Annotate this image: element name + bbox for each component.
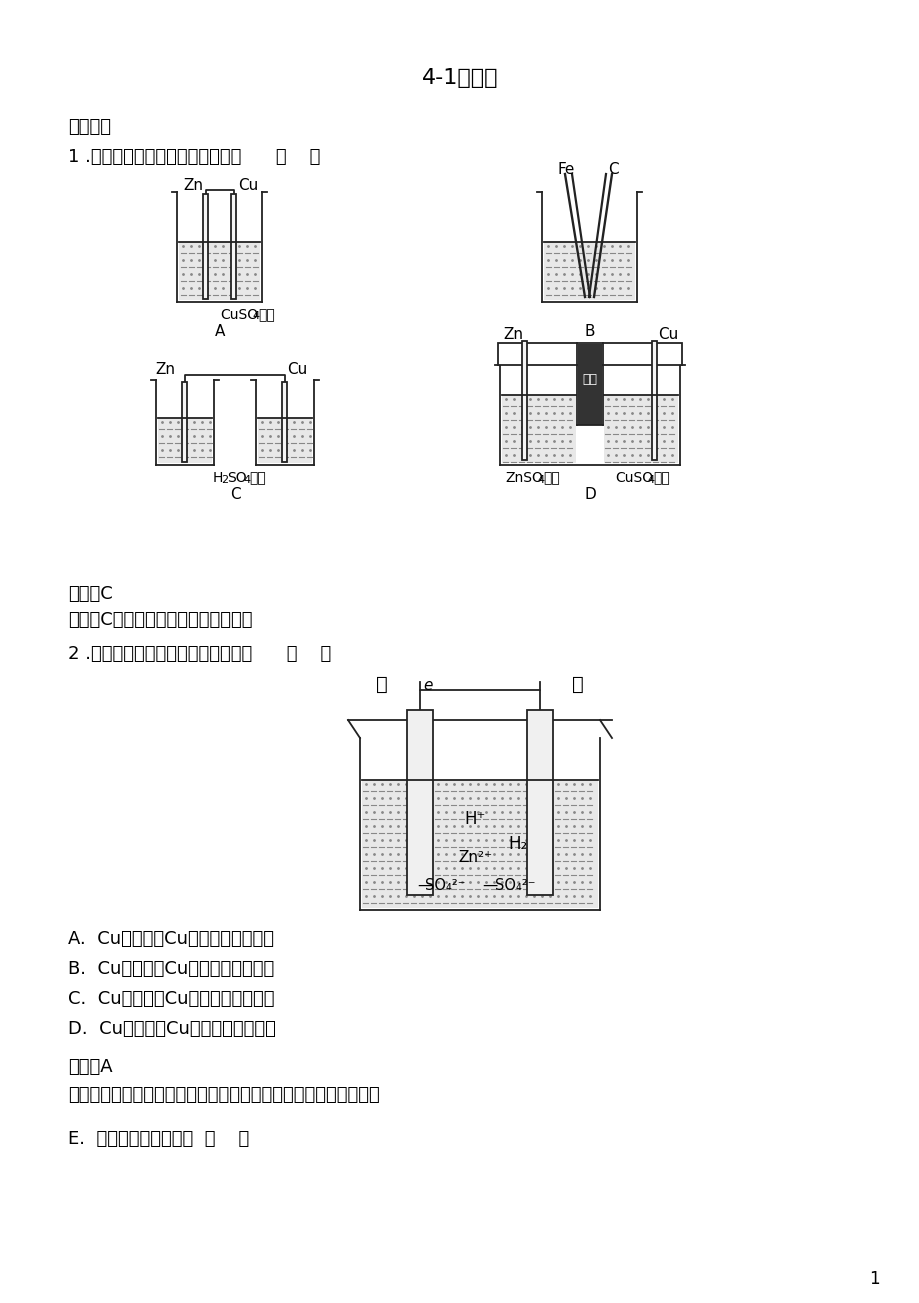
- Text: E.  下列叙述中正确的是  （    ）: E. 下列叙述中正确的是 （ ）: [68, 1130, 249, 1148]
- Bar: [257, 418, 312, 463]
- Text: —: —: [417, 877, 432, 893]
- Text: Zn²⁺: Zn²⁺: [458, 850, 492, 865]
- Text: 1 .下列装置不可以组成原电池的是      （    ）: 1 .下列装置不可以组成原电池的是 （ ）: [68, 149, 320, 165]
- Text: CuSO: CuSO: [614, 470, 652, 485]
- Bar: [497, 343, 681, 365]
- Text: 溶液: 溶液: [542, 470, 559, 485]
- Text: 4: 4: [252, 311, 259, 321]
- Text: 锌: 锌: [376, 675, 388, 694]
- Bar: [502, 395, 575, 463]
- Text: e: e: [423, 678, 432, 693]
- Bar: [179, 241, 260, 300]
- Text: SO₄²⁻: SO₄²⁻: [425, 877, 465, 893]
- Text: A: A: [214, 324, 225, 339]
- Text: 点拨：原电池中活泼性较差的一极作正极，正极上发生还原反应。: 点拨：原电池中活泼性较差的一极作正极，正极上发生还原反应。: [68, 1085, 380, 1104]
- Text: Zn: Zn: [503, 327, 522, 341]
- Text: A.  Cu为正极，Cu片上发生还原反应: A. Cu为正极，Cu片上发生还原反应: [68, 930, 274, 949]
- Text: 溶液: 溶液: [257, 308, 275, 322]
- Text: 4: 4: [646, 476, 653, 485]
- Text: 盐桥: 盐桥: [582, 374, 596, 387]
- Text: H₂: H₂: [508, 835, 528, 853]
- Text: C: C: [230, 487, 240, 502]
- Text: SO: SO: [227, 470, 246, 485]
- Text: 2 .如图所示装置，下列说法正确的是      （    ）: 2 .如图所示装置，下列说法正确的是 （ ）: [68, 645, 331, 663]
- Text: H⁺: H⁺: [464, 810, 485, 827]
- Text: B: B: [584, 324, 595, 339]
- Bar: [282, 382, 287, 463]
- Text: 溶液: 溶液: [652, 470, 669, 485]
- Text: 4: 4: [243, 476, 250, 485]
- Bar: [578, 344, 601, 425]
- Text: Cu: Cu: [657, 327, 677, 341]
- Text: 、选择题: 、选择题: [68, 119, 111, 136]
- Text: 1: 1: [868, 1270, 879, 1287]
- Text: ZnSO: ZnSO: [505, 470, 542, 485]
- Text: D.  Cu为负极，Cu片上发生氧化反应: D. Cu为负极，Cu片上发生氧化反应: [68, 1020, 276, 1038]
- Text: 4-1原电池: 4-1原电池: [421, 68, 498, 89]
- Bar: [158, 418, 211, 463]
- Text: Cu: Cu: [238, 179, 258, 193]
- Text: Zn: Zn: [154, 362, 175, 377]
- Bar: [522, 341, 527, 460]
- Text: D: D: [584, 487, 596, 502]
- Bar: [527, 710, 552, 895]
- Bar: [544, 241, 635, 300]
- Text: 4: 4: [537, 476, 543, 485]
- Bar: [203, 194, 209, 298]
- Text: Cu: Cu: [287, 362, 307, 377]
- Text: 答案：C: 答案：C: [68, 585, 113, 603]
- Bar: [232, 194, 236, 298]
- Bar: [182, 382, 187, 463]
- Text: 点拨：C中的装置不能形成闭合回路。: 点拨：C中的装置不能形成闭合回路。: [68, 611, 252, 629]
- Text: C.  Cu为负极，Cu片上发生还原反应: C. Cu为负极，Cu片上发生还原反应: [68, 990, 274, 1009]
- Text: 铜: 铜: [572, 675, 584, 694]
- Bar: [406, 710, 433, 895]
- Text: H: H: [213, 470, 223, 485]
- Text: 溶液: 溶液: [249, 470, 266, 485]
- Bar: [361, 780, 597, 908]
- Text: —: —: [482, 877, 497, 893]
- Text: 2: 2: [221, 476, 228, 485]
- Text: 答案：A: 答案：A: [68, 1058, 112, 1076]
- Bar: [604, 395, 677, 463]
- Text: SO₄²⁻: SO₄²⁻: [494, 877, 535, 893]
- Text: C: C: [607, 162, 618, 177]
- Text: Zn: Zn: [183, 179, 203, 193]
- Text: Fe: Fe: [558, 162, 574, 177]
- Text: B.  Cu为正极，Cu片上发生氧化反应: B. Cu为正极，Cu片上发生氧化反应: [68, 960, 274, 979]
- Text: CuSO: CuSO: [220, 308, 258, 322]
- Bar: [652, 341, 657, 460]
